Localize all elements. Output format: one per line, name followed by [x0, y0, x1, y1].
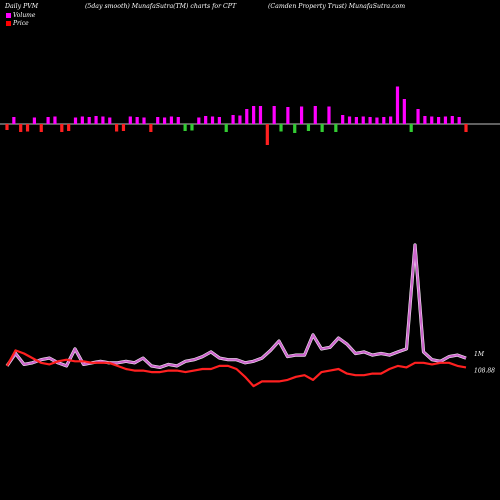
pvm-bar	[436, 117, 441, 124]
pvm-bar	[416, 109, 420, 124]
pvm-bar	[231, 115, 235, 124]
legend-price-label: Price	[13, 20, 29, 27]
pvm-bar	[245, 109, 249, 124]
pvm-bar	[361, 116, 365, 124]
pvm-bar	[382, 117, 386, 124]
chart-type-label: Daily PVM	[5, 3, 39, 10]
volume-end-label: 1M	[474, 351, 485, 358]
company-label: (Camden Property Trust) MunafaSutra.com	[268, 3, 406, 10]
pvm-bar	[53, 116, 57, 124]
pvm-bar	[87, 117, 91, 124]
pvm-bar	[279, 124, 283, 132]
pvm-bar	[46, 117, 50, 124]
pvm-bar	[224, 124, 228, 132]
pvm-bar	[430, 116, 434, 124]
pvm-bar	[73, 117, 78, 124]
pvm-bar	[135, 117, 139, 124]
pvm-bar	[183, 124, 187, 131]
pvm-bar	[423, 116, 427, 124]
pvm-bar	[156, 117, 160, 124]
pvm-bar	[5, 124, 9, 130]
price-line	[6, 349, 467, 388]
pvm-bar	[265, 124, 269, 145]
pvm-bar	[409, 124, 413, 132]
pvm-bar	[142, 117, 146, 124]
pvm-bar	[60, 124, 64, 132]
legend-price-swatch	[6, 21, 11, 26]
pvm-bar	[169, 116, 174, 124]
pvm-bar	[217, 117, 221, 124]
pvm-bar	[25, 124, 30, 132]
pvm-bar	[149, 124, 153, 132]
pvm-bar	[457, 117, 461, 124]
pvm-bar	[334, 124, 338, 132]
pvm-bar	[67, 124, 71, 131]
pvm-bar	[197, 117, 201, 124]
pvm-bar	[252, 106, 256, 124]
pvm-bar	[204, 116, 208, 124]
pvm-bar	[306, 124, 311, 131]
pvm-bar	[299, 106, 304, 124]
pvm-bar	[395, 86, 400, 124]
pvm-bar	[464, 124, 468, 132]
legend-volume-swatch	[6, 13, 11, 18]
legend-volume: Volume	[6, 12, 35, 19]
pvm-bar	[375, 117, 379, 124]
pvm-bar	[39, 124, 43, 132]
pvm-bar	[443, 116, 448, 124]
legend-price: Price	[6, 20, 29, 27]
legend-volume-label: Volume	[13, 12, 36, 19]
pvm-bar	[121, 124, 126, 131]
pvm-bar	[12, 117, 16, 124]
pvm-bar	[341, 115, 345, 124]
pvm-bar	[320, 124, 324, 132]
pvm-bar	[190, 124, 194, 131]
pvm-bar	[368, 117, 372, 124]
pvm-bar	[94, 116, 98, 124]
pvm-bar	[286, 107, 290, 124]
pvm-bar	[176, 117, 180, 124]
pvm-bar	[80, 116, 84, 124]
pvm-bar	[258, 106, 263, 124]
pvm-bar	[32, 117, 37, 124]
pvm-bar	[128, 116, 132, 124]
volume-line	[6, 243, 467, 369]
pvm-bar	[101, 116, 105, 124]
chart-title: (5day smooth) MunafaSutra(TM) charts for…	[85, 3, 237, 10]
pvm-bar	[162, 117, 167, 124]
pvm-bar	[293, 124, 297, 133]
pvm-bar	[450, 116, 454, 124]
pvm-bar	[210, 116, 215, 124]
pvm-bar	[19, 124, 23, 132]
pvm-bar	[327, 106, 331, 124]
pvm-bar	[272, 106, 276, 124]
price-end-label: 108.88	[474, 367, 495, 374]
pvm-bar	[389, 116, 393, 124]
pvm-bar	[115, 124, 119, 132]
pvm-bar	[354, 117, 358, 124]
pvm-bar	[108, 117, 112, 124]
pvm-bar	[402, 99, 406, 124]
pvm-bar	[313, 106, 317, 124]
pvm-bar	[347, 116, 352, 124]
pvm-bar	[238, 115, 242, 124]
